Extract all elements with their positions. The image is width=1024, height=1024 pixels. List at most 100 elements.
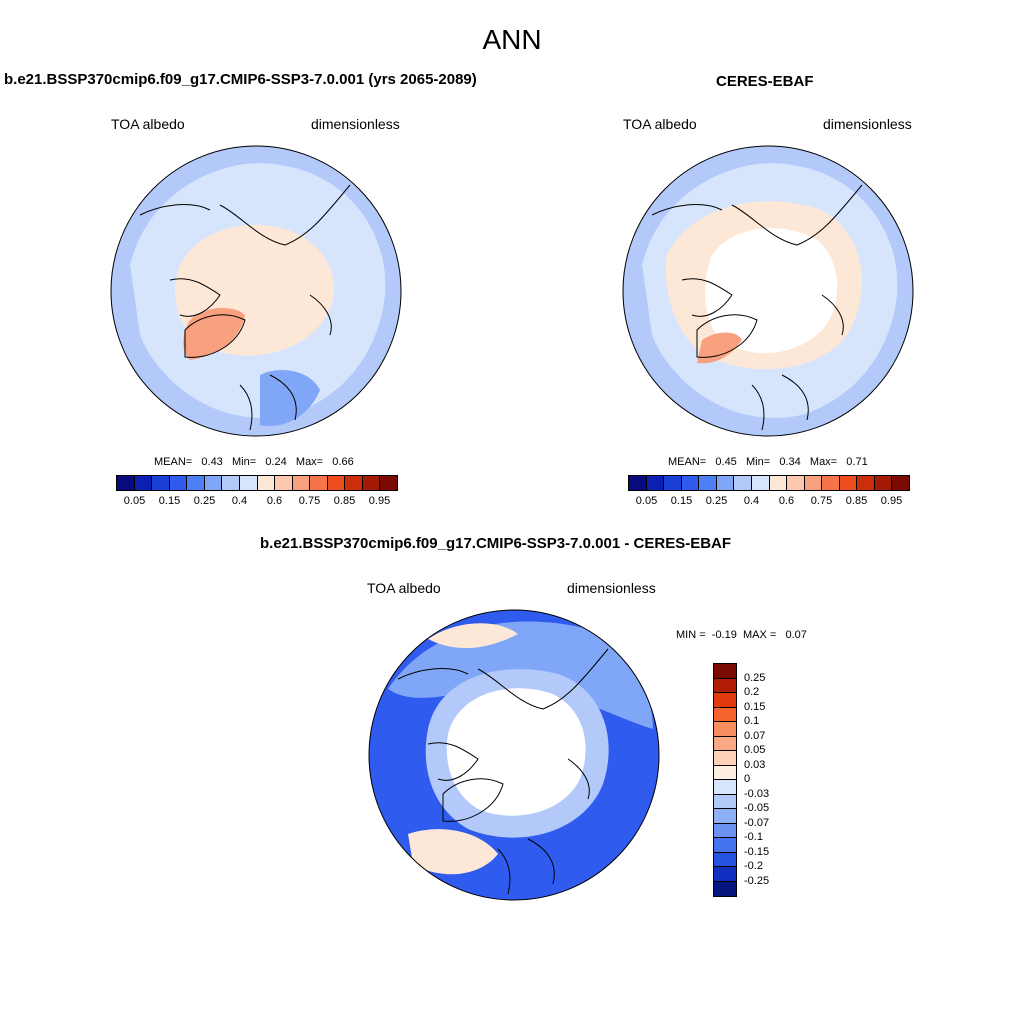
colorbar-swatch — [804, 476, 823, 490]
colorbar-swatch — [345, 476, 363, 490]
min-label: Min= — [745, 456, 771, 468]
mean-value: 0.43 — [201, 456, 223, 468]
colorbar-swatch — [892, 476, 909, 490]
panel1-polar-map — [110, 145, 402, 437]
arctic-missing-data — [446, 688, 586, 816]
max-label: MAX = — [742, 629, 777, 641]
mean-label: MEAN= — [154, 456, 193, 468]
colorbar-swatch — [822, 476, 840, 490]
panel1-title: b.e21.BSSP370cmip6.f09_g17.CMIP6-SSP3-7.… — [4, 71, 477, 88]
colorbar-swatch — [714, 881, 736, 896]
colorbar-tick-label: 0.05 — [635, 495, 658, 507]
panel3-title: b.e21.BSSP370cmip6.f09_g17.CMIP6-SSP3-7.… — [260, 535, 732, 552]
colorbar-tick-label: -0.07 — [744, 816, 770, 829]
panel1-variable-label: TOA albedo — [111, 116, 185, 132]
min-label: MIN = — [676, 629, 706, 641]
colorbar-tick-label: 0.07 — [744, 729, 766, 742]
panel2-units-label: dimensionless — [823, 116, 912, 132]
colorbar-tick-label: 0.75 — [810, 495, 833, 507]
colorbar-tick-label: 0.25 — [193, 495, 216, 507]
colorbar-swatch — [117, 476, 135, 490]
colorbar-swatch — [169, 476, 188, 490]
colorbar-swatch — [275, 476, 293, 490]
colorbar-swatch — [839, 476, 858, 490]
colorbar-swatch — [699, 476, 717, 490]
coastline-outline — [139, 184, 351, 431]
colorbar-swatch — [380, 476, 397, 490]
colorbar-swatch — [664, 476, 682, 490]
panel3-stats: MIN = -0.19 MAX = 0.07 — [676, 629, 807, 641]
mean-label: MEAN= — [668, 456, 707, 468]
colorbar-swatch — [714, 852, 736, 867]
panel3-variable-label: TOA albedo — [367, 580, 441, 596]
colorbar-tick-label: -0.15 — [744, 845, 770, 858]
colorbar-swatch — [857, 476, 875, 490]
colorbar-tick-label: -0.1 — [744, 831, 763, 843]
colorbar-tick-label: -0.2 — [744, 860, 763, 872]
colorbar-swatch — [714, 867, 736, 882]
colorbar-swatch — [187, 476, 205, 490]
greenland-high-albedo — [183, 308, 245, 360]
colorbar-swatch — [769, 476, 788, 490]
colorbar-swatch — [734, 476, 752, 490]
panel2-colorbar — [628, 475, 910, 491]
panel2-title: CERES-EBAF — [716, 73, 814, 90]
colorbar-tick-label: 0.05 — [123, 495, 146, 507]
colorbar-tick-label: 0.75 — [298, 495, 321, 507]
page-title: ANN — [482, 24, 542, 55]
colorbar-tick-label: 0.85 — [845, 495, 868, 507]
min-value: -0.19 — [711, 629, 737, 641]
max-value: 0.07 — [785, 629, 807, 641]
max-value: 0.71 — [846, 456, 868, 468]
colorbar-swatch — [239, 476, 258, 490]
colorbar-swatch — [714, 823, 736, 838]
colorbar-swatch — [714, 780, 736, 795]
panel3-units-label: dimensionless — [567, 580, 656, 596]
colorbar-swatch — [714, 707, 736, 722]
panel3-polar-map — [368, 609, 660, 901]
colorbar-swatch — [714, 722, 736, 737]
max-value: 0.66 — [332, 456, 354, 468]
colorbar-tick-label: 0.85 — [333, 495, 356, 507]
panel2-variable-label: TOA albedo — [623, 116, 697, 132]
colorbar-tick-label: -0.25 — [744, 874, 770, 887]
colorbar-swatch — [292, 476, 311, 490]
colorbar-tick-label: 0.6 — [778, 495, 795, 507]
min-value: 0.34 — [779, 456, 801, 468]
greenland-high-albedo — [697, 332, 742, 364]
panel2-colorbar-ticks: 0.05 0.15 0.25 0.4 0.6 0.75 0.85 0.95 — [628, 495, 910, 509]
ocean-low-albedo — [260, 370, 320, 426]
panel2-polar-map — [622, 145, 914, 437]
colorbar-tick-label: 0.4 — [231, 495, 248, 507]
min-value: 0.24 — [265, 456, 287, 468]
colorbar-swatch — [257, 476, 276, 490]
colorbar-tick-label: 0.15 — [670, 495, 693, 507]
colorbar-swatch — [681, 476, 700, 490]
colorbar-tick-label: -0.03 — [744, 787, 770, 800]
panel3-colorbar-ticks: 0.25 0.2 0.15 0.1 0.07 0.05 0.03 0 -0.03 -0.05 -0.… — [744, 663, 804, 897]
max-label: Max= — [809, 456, 838, 468]
colorbar-tick-label: 0.1 — [744, 715, 760, 727]
colorbar-swatch — [134, 476, 153, 490]
mean-value: 0.45 — [715, 456, 737, 468]
max-label: Max= — [295, 456, 324, 468]
colorbar-swatch — [751, 476, 770, 490]
colorbar-swatch — [714, 736, 736, 751]
colorbar-swatch — [714, 693, 736, 708]
colorbar-swatch — [714, 809, 736, 824]
panel1-units-label: dimensionless — [311, 116, 400, 132]
colorbar-tick-label: 0.15 — [158, 495, 181, 507]
coastline-outline — [397, 648, 609, 895]
colorbar-swatch — [222, 476, 240, 490]
colorbar-swatch — [714, 678, 736, 693]
colorbar-tick-label: 0.05 — [744, 744, 766, 756]
colorbar-tick-label: 0.95 — [368, 495, 391, 507]
southern-peach-patch — [408, 829, 498, 875]
colorbar-swatch — [874, 476, 893, 490]
colorbar-swatch — [327, 476, 346, 490]
colorbar-tick-label: 0 — [744, 773, 751, 785]
colorbar-swatch — [204, 476, 223, 490]
colorbar-swatch — [714, 751, 736, 766]
colorbar-swatch — [714, 794, 736, 809]
panel2-stats: MEAN= 0.45 Min= 0.34 Max= 0.71 — [668, 456, 868, 468]
